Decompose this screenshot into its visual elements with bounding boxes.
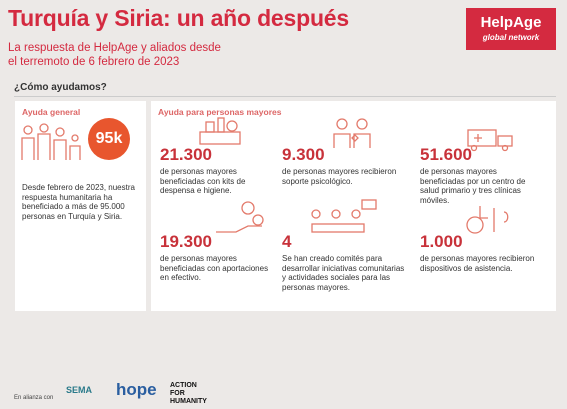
support-icon [333, 118, 371, 148]
device-icon [466, 206, 509, 234]
partner-logo: hope [116, 380, 157, 399]
people-icon [21, 123, 81, 160]
stat-text: de personas mayores beneficiadas con apo… [160, 254, 269, 282]
stat-number: 9.300 [282, 145, 325, 164]
stat-text: de personas mayores beneficiadas por un … [420, 167, 526, 205]
footer-label: En alianza con [14, 395, 54, 401]
partner-logo: ACTION FOR HUMANITY [170, 382, 207, 405]
stat-number: 1.000 [420, 232, 463, 251]
stat-text: de personas mayores recibieron dispositi… [420, 254, 535, 273]
section-heading: ¿Cómo ayudamos? [14, 82, 107, 93]
cash-icon [216, 201, 264, 233]
subtitle: el terremoto de 6 febrero de 2023 [8, 56, 180, 68]
panel-heading: Ayuda para personas mayores [158, 107, 282, 117]
general-text: Desde febrero de 2023, nuestra respuesta… [22, 183, 135, 221]
panel-heading: Ayuda general [22, 107, 81, 117]
stat-number: 19.300 [160, 232, 212, 251]
stat-number: 21.300 [160, 145, 212, 164]
stat-text: de personas mayores recibieron soporte p… [282, 167, 397, 186]
divider [14, 96, 556, 97]
stat-number: 4 [282, 232, 292, 251]
stat-number: 51.600 [420, 145, 472, 164]
partner-logo: SEMA [66, 385, 93, 395]
badge: 95k [88, 118, 130, 160]
logo-tagline: global network [482, 33, 540, 42]
subtitle: La respuesta de HelpAge y aliados desde [8, 42, 221, 54]
title: Turquía y Siria: un año después [8, 5, 349, 31]
logo: HelpAge global network [466, 8, 556, 50]
stat-text: Se han creado comités para desarrollar i… [282, 254, 405, 292]
committee-icon [311, 199, 377, 233]
kit-icon [199, 117, 241, 145]
stat-text: de personas mayores beneficiadas con kit… [160, 167, 246, 195]
clinic-icon [467, 129, 513, 152]
logo-name: HelpAge [480, 14, 542, 31]
